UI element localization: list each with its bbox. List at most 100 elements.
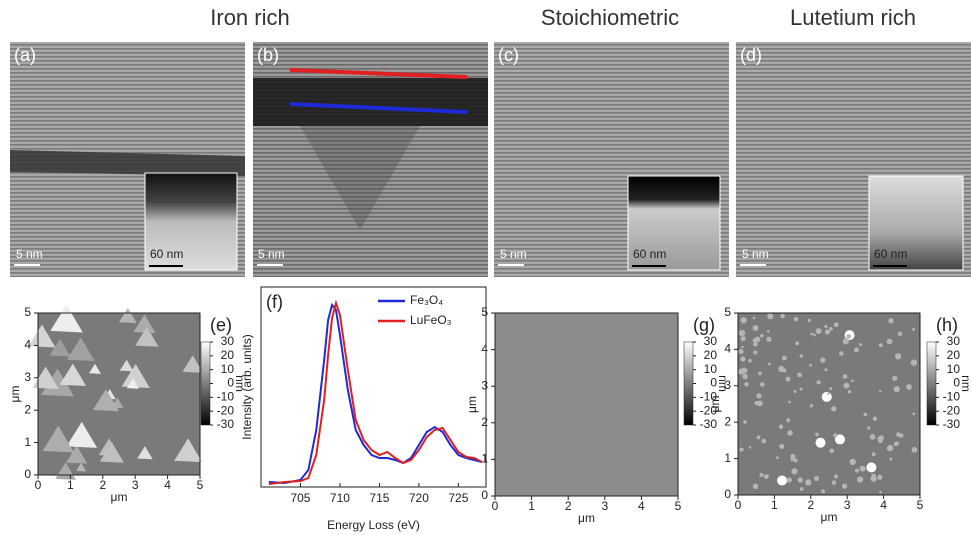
grain: [893, 386, 900, 393]
grain: [807, 318, 811, 322]
grain: [843, 382, 850, 389]
colorbar-tick-label: 20: [704, 348, 718, 362]
grain: [831, 480, 837, 485]
x-tick-label: 3: [132, 478, 139, 492]
grain: [744, 382, 749, 387]
grain: [738, 368, 745, 375]
grain: [739, 447, 744, 452]
grain: [118, 308, 137, 324]
colorbar-label: nm: [716, 375, 730, 392]
grain: [759, 382, 765, 387]
grain: [41, 368, 75, 397]
scale-label: 5 nm: [16, 247, 43, 261]
panel-label: (h): [936, 315, 958, 335]
grain: [813, 333, 816, 337]
grain: [886, 338, 893, 345]
grain: [859, 465, 866, 472]
grain: [886, 444, 894, 452]
panel-label: (f): [266, 292, 283, 312]
x-tick-label: 0: [35, 478, 42, 492]
y-tick-label: 1: [481, 452, 488, 466]
y-axis-label: Intensity (arb. units): [240, 334, 254, 439]
colorbar-tick-label: -30: [217, 417, 235, 431]
tem-image: (d) 5 nm 60 nm: [736, 42, 971, 277]
x-tick-label: 710: [330, 491, 350, 505]
y-tick-label: 4: [481, 342, 488, 356]
grain: [786, 418, 791, 423]
x-tick-label: 2: [565, 499, 572, 513]
grain: [841, 483, 848, 489]
y-axis-label: μm: [708, 396, 722, 413]
grain: [756, 435, 761, 440]
panel-label: (e): [210, 315, 232, 335]
map-image: [495, 313, 678, 496]
panel-label: (c): [498, 45, 519, 65]
x-tick-label: 2: [807, 498, 814, 512]
grain: [787, 430, 793, 436]
y-tick-label: 4: [724, 342, 731, 356]
series-line: [268, 302, 483, 485]
colorbar-tick-label: 0: [710, 376, 717, 390]
grain: [842, 338, 849, 345]
x-tick-label: 1: [771, 498, 778, 512]
grain: [892, 375, 898, 381]
column-title: Lutetium rich: [790, 5, 916, 30]
y-tick-label: 5: [481, 305, 488, 319]
grain: [821, 489, 826, 494]
x-tick-label: 4: [638, 499, 645, 513]
x-tick-label: 0: [735, 498, 742, 512]
grain: [766, 329, 770, 333]
colorbar-tick-label: 30: [947, 334, 961, 348]
grain: [788, 400, 791, 404]
grain: [92, 389, 119, 412]
column-title: Stoichiometric: [541, 5, 679, 30]
y-tick-label: 1: [24, 435, 31, 449]
grain: [778, 424, 784, 429]
grain: [748, 446, 752, 449]
grain: [137, 446, 153, 460]
panel-label: (g): [693, 315, 715, 335]
colorbar-tick-label: 0: [227, 376, 234, 390]
tem-image: (a) 5 nm 60 nm: [10, 42, 245, 277]
grain: [910, 359, 918, 366]
map-image: [738, 313, 920, 495]
grain: [786, 477, 793, 483]
colorbar-tick-label: 30: [221, 334, 235, 348]
grain: [895, 353, 902, 360]
colorbar: [200, 341, 211, 426]
legend-label: LuFeO₃: [410, 313, 452, 327]
grain: [815, 432, 819, 437]
grain: [869, 434, 876, 440]
grain: [776, 456, 779, 460]
y-tick-label: 0: [481, 488, 488, 502]
grain: [799, 387, 803, 391]
grain: [855, 468, 860, 473]
colorbar-tick-label: -10: [700, 390, 718, 404]
grain: [866, 462, 877, 473]
grain: [133, 314, 156, 334]
grain: [740, 335, 746, 342]
grain: [785, 376, 791, 382]
colorbar-tick-label: -20: [217, 403, 235, 417]
grain: [824, 368, 828, 372]
x-tick-label: 2: [99, 478, 106, 492]
grain: [779, 443, 785, 449]
y-tick-label: 3: [724, 378, 731, 392]
grain: [738, 349, 744, 355]
grain: [879, 490, 882, 494]
y-tick-label: 2: [724, 414, 731, 428]
grain: [888, 318, 894, 324]
grain: [66, 445, 88, 464]
grain: [871, 452, 876, 457]
colorbar-tick-label: 10: [947, 362, 961, 376]
grain: [59, 363, 87, 387]
map-frame: [494, 312, 679, 497]
grain: [767, 313, 774, 320]
x-tick-label: 1: [528, 499, 535, 513]
series-line: [268, 299, 483, 485]
grain: [42, 425, 75, 453]
grain: [829, 386, 833, 391]
